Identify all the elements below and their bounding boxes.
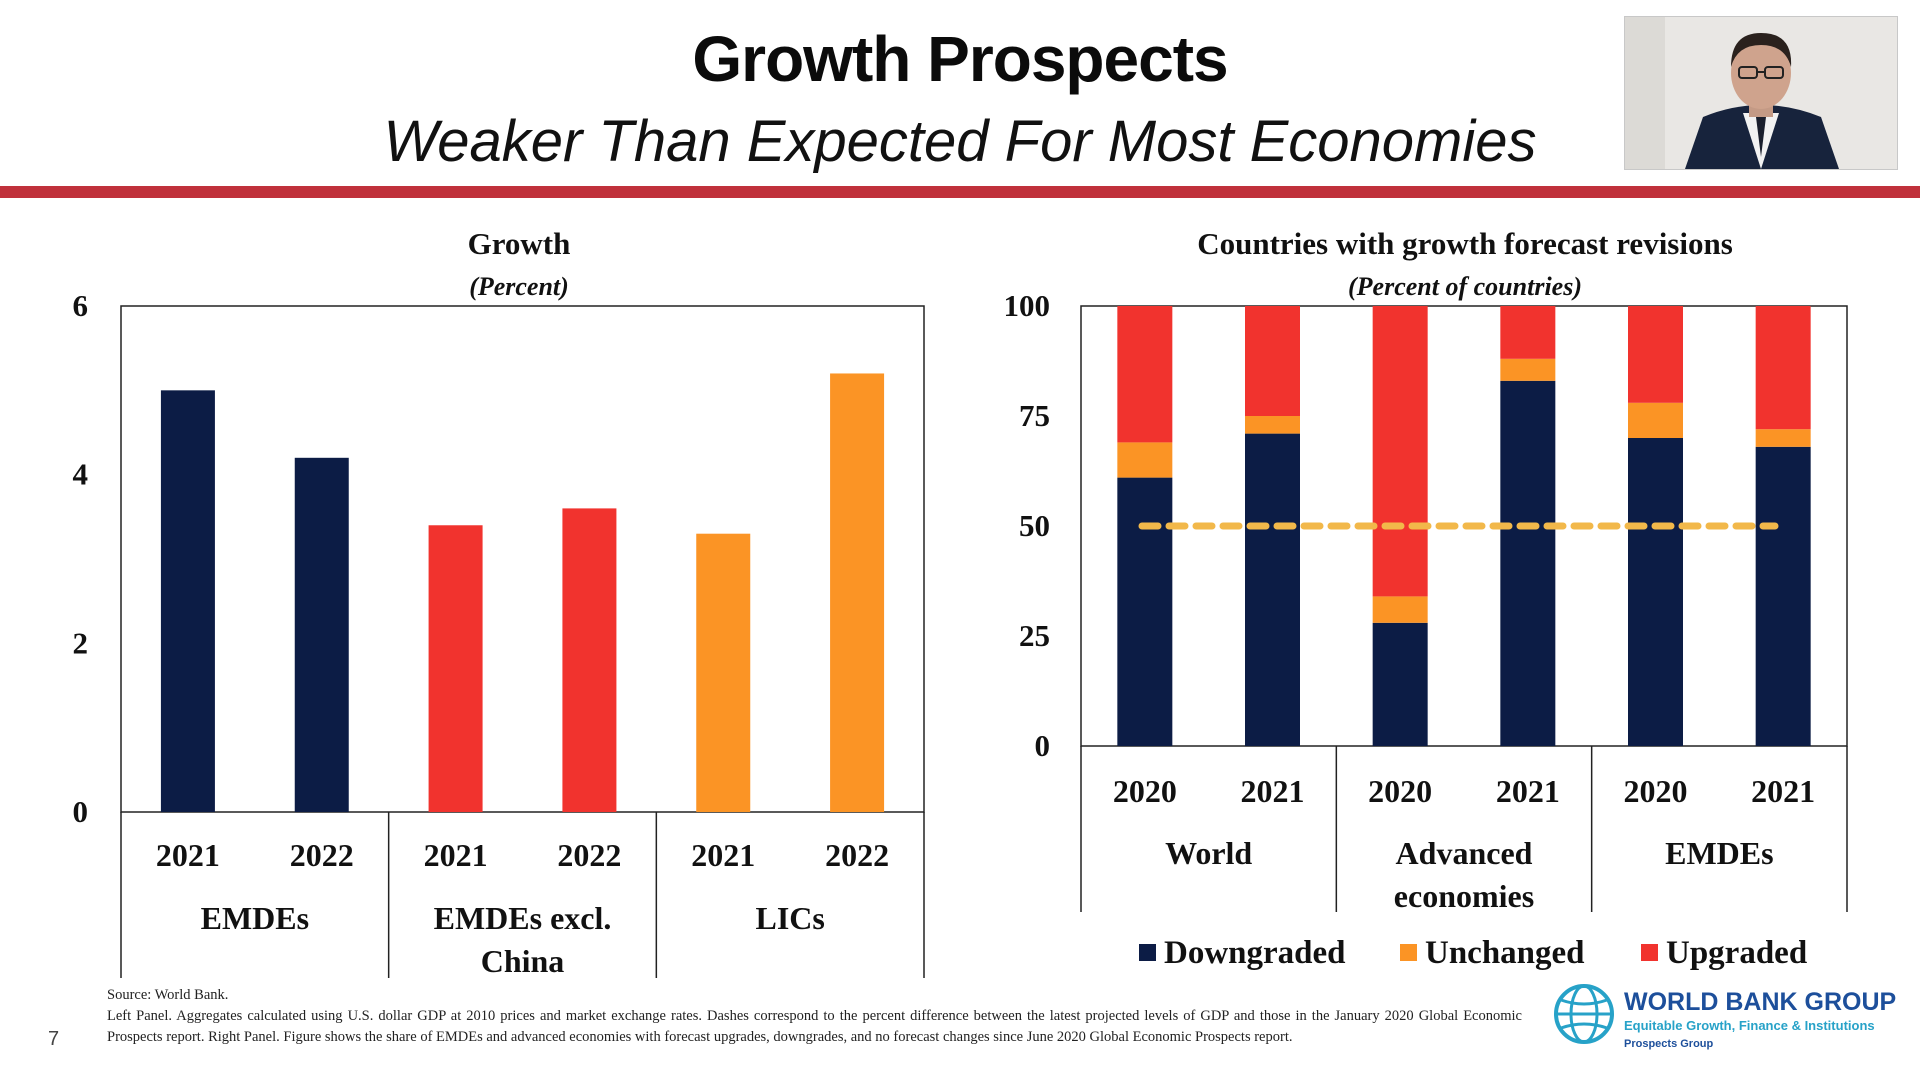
- left-group-label: LICs: [755, 900, 824, 936]
- segment-world-2021-unchanged: [1245, 416, 1300, 434]
- segment-emdes-2020-unchanged: [1628, 402, 1683, 438]
- left-y-tick-label: 4: [73, 457, 89, 492]
- left-x-tick-label: 2022: [290, 837, 354, 873]
- presenter-video-icon: [1625, 17, 1897, 169]
- right-y-tick-label: 50: [1019, 508, 1050, 543]
- right-x-tick-label: 2021: [1241, 773, 1305, 809]
- right-y-tick-label: 75: [1019, 398, 1050, 433]
- chart-legend: Downgraded Unchanged Upgraded: [1139, 935, 1807, 971]
- segment-advanced-economies-2020-upgraded: [1372, 306, 1428, 597]
- segment-world-2021-downgraded: [1245, 433, 1300, 746]
- source-note: Source: World Bank.: [107, 987, 229, 1003]
- left-y-tick-label: 6: [73, 288, 89, 323]
- right-x-tick-label: 2021: [1751, 773, 1815, 809]
- page-number: 7: [48, 1028, 60, 1050]
- bar-lics-2022: [830, 373, 885, 812]
- slide-title: Growth Prospects: [692, 23, 1228, 95]
- panel-note: Left Panel. Aggregates calculated using …: [107, 1008, 1522, 1045]
- segment-advanced-economies-2021-unchanged: [1500, 358, 1556, 381]
- segment-emdes-2021-upgraded: [1755, 306, 1811, 430]
- logo-name: WORLD BANK GROUP: [1624, 988, 1897, 1016]
- right-chart-subtitle: (Percent of countries): [1348, 272, 1582, 301]
- legend-swatch-unchanged: [1400, 944, 1417, 961]
- right-y-tick-label: 25: [1019, 618, 1050, 653]
- segment-world-2020-unchanged: [1117, 442, 1173, 478]
- segment-emdes-2021-downgraded: [1755, 446, 1811, 746]
- left-x-tick-label: 2021: [424, 837, 488, 873]
- logo-tagline: Equitable Growth, Finance & Institutions: [1624, 1018, 1875, 1033]
- segment-world-2020-upgraded: [1117, 306, 1173, 443]
- legend-label-downgraded: Downgraded: [1164, 935, 1346, 971]
- title-divider: [0, 186, 1920, 198]
- left-x-tick-label: 2021: [691, 837, 755, 873]
- right-plot-frame: [1080, 305, 1848, 747]
- segment-advanced-economies-2021-downgraded: [1500, 380, 1556, 746]
- left-plot-frame: [120, 305, 925, 813]
- globe-icon: [1554, 984, 1614, 1044]
- left-y-tick-label: 2: [73, 625, 89, 660]
- left-x-tick-label: 2022: [825, 837, 889, 873]
- legend-label-unchanged: Unchanged: [1425, 935, 1585, 971]
- left-group-label: EMDEs excl.: [434, 900, 612, 936]
- footer-notes: Source: World Bank. Left Panel. Aggregat…: [107, 985, 1522, 1048]
- left-group-label: EMDEs: [201, 900, 309, 936]
- forecast-revisions-chart: 0 25 50 75 100 2020 2021 World 2020 2021 Advanced e…: [1004, 288, 1848, 914]
- right-x-tick-label: 2020: [1113, 773, 1177, 809]
- right-group-label: EMDEs: [1665, 835, 1773, 871]
- bar-emdes-2021: [160, 390, 215, 812]
- world-bank-logo: WORLD BANK GROUP Equitable Growth, Finan…: [1552, 978, 1912, 1058]
- right-x-tick-label: 2021: [1496, 773, 1560, 809]
- right-group-label: Advanced: [1396, 835, 1533, 871]
- right-group-label: World: [1165, 835, 1252, 871]
- segment-advanced-economies-2020-downgraded: [1372, 622, 1428, 746]
- left-y-tick-label: 0: [73, 794, 89, 829]
- left-x-tick-label: 2021: [156, 837, 220, 873]
- right-chart-title: Countries with growth forecast revisions: [1197, 226, 1733, 261]
- left-chart-subtitle: (Percent): [469, 272, 569, 301]
- right-x-tick-label: 2020: [1368, 773, 1432, 809]
- charts-canvas: Growth (Percent) Countries with growth f…: [73, 226, 1848, 979]
- segment-advanced-economies-2020-unchanged: [1372, 596, 1428, 623]
- segment-emdes-2020-downgraded: [1628, 438, 1683, 746]
- growth-bar-chart: 0 2 4 6 2021 2022 EMDEs 2021 2022 EMDEs excl. Chin…: [73, 288, 925, 979]
- segment-emdes-2021-unchanged: [1755, 429, 1811, 447]
- right-y-tick-label: 0: [1035, 728, 1051, 763]
- left-group-label: China: [481, 943, 565, 979]
- bar-lics-2021: [696, 533, 751, 812]
- segment-world-2021-upgraded: [1245, 306, 1300, 416]
- right-y-tick-label: 100: [1004, 288, 1051, 323]
- legend-swatch-downgraded: [1139, 944, 1156, 961]
- bar-emdes-2022: [294, 457, 349, 812]
- legend-label-upgraded: Upgraded: [1666, 935, 1807, 971]
- logo-group: Prospects Group: [1624, 1038, 1714, 1050]
- bar-emdes-excl-china-2022: [562, 508, 617, 812]
- left-chart-title: Growth: [468, 226, 571, 261]
- right-group-label: economies: [1394, 878, 1534, 914]
- presenter-webcam: [1624, 16, 1898, 170]
- segment-world-2020-downgraded: [1117, 477, 1173, 746]
- right-x-tick-label: 2020: [1624, 773, 1688, 809]
- slide-subtitle: Weaker Than Expected For Most Economies: [383, 109, 1537, 174]
- bar-emdes-excl-china-2021: [428, 525, 483, 812]
- segment-advanced-economies-2021-upgraded: [1500, 306, 1556, 359]
- legend-swatch-upgraded: [1641, 944, 1658, 961]
- left-x-tick-label: 2022: [557, 837, 621, 873]
- segment-emdes-2020-upgraded: [1628, 306, 1683, 403]
